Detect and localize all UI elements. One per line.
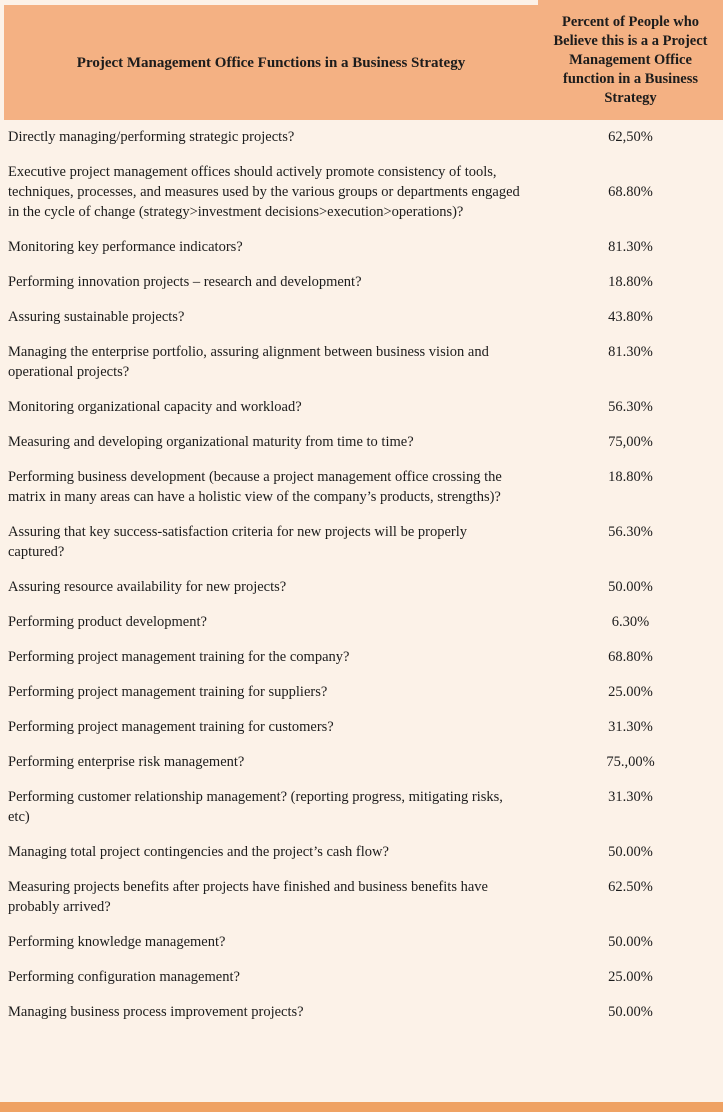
function-cell: Performing project management training f… xyxy=(8,649,350,665)
function-cell: Assuring that key success-satisfaction c… xyxy=(8,524,468,560)
function-cell: Managing total project contingencies and… xyxy=(8,844,389,860)
table-row: Performing project management training f… xyxy=(0,710,723,745)
table-row: Assuring sustainable projects? 43.80% xyxy=(0,300,723,335)
percent-cell: 68.80% xyxy=(608,184,653,200)
function-cell: Performing innovation projects – researc… xyxy=(8,274,362,290)
percent-cell: 25.00% xyxy=(608,684,653,700)
function-cell: Assuring resource availability for new p… xyxy=(8,579,287,595)
percent-cell: 68.80% xyxy=(608,649,653,665)
function-cell: Executive project management offices sho… xyxy=(8,164,520,220)
percent-cell: 56.30% xyxy=(608,524,653,540)
table-row: Managing total project contingencies and… xyxy=(0,835,723,870)
function-cell: Measuring projects benefits after projec… xyxy=(8,879,488,915)
percent-cell: 81.30% xyxy=(608,344,653,360)
percent-cell: 31.30% xyxy=(608,719,653,735)
table-row: Monitoring key performance indicators? 81… xyxy=(0,230,723,265)
table-footer-bar xyxy=(0,1102,723,1112)
table-row: Performing knowledge management? 50.00% xyxy=(0,925,723,960)
percent-cell: 75,00% xyxy=(608,434,653,450)
function-cell: Assuring sustainable projects? xyxy=(8,309,185,325)
percent-cell: 43.80% xyxy=(608,309,653,325)
function-cell: Monitoring organizational capacity and w… xyxy=(8,399,302,415)
function-cell: Performing project management training f… xyxy=(8,719,334,735)
table-body: Directly managing/performing strategic p… xyxy=(0,120,723,1030)
table-row: Assuring that key success-satisfaction c… xyxy=(0,515,723,570)
percent-cell: 62.50% xyxy=(608,879,653,895)
function-cell: Performing project management training f… xyxy=(8,684,328,700)
table-row: Managing the enterprise portfolio, assur… xyxy=(0,335,723,390)
function-cell: Managing business process improvement pr… xyxy=(8,1004,304,1020)
function-cell: Monitoring key performance indicators? xyxy=(8,239,243,255)
function-cell: Performing configuration management? xyxy=(8,969,240,985)
percent-cell: 81.30% xyxy=(608,239,653,255)
table-row: Performing customer relationship managem… xyxy=(0,780,723,835)
table-row: Managing business process improvement pr… xyxy=(0,995,723,1030)
header-cell-percent: Percent of People who Believe this is a … xyxy=(538,0,723,120)
function-cell: Measuring and developing organizational … xyxy=(8,434,414,450)
percent-cell: 50.00% xyxy=(608,934,653,950)
percent-cell: 18.80% xyxy=(608,274,653,290)
function-cell: Performing enterprise risk management? xyxy=(8,754,245,770)
pmo-functions-table: Directly managing/performing strategic p… xyxy=(0,120,723,1030)
function-cell: Performing knowledge management? xyxy=(8,934,226,950)
function-cell: Managing the enterprise portfolio, assur… xyxy=(8,344,489,380)
header-cell-functions: Project Management Office Functions in a… xyxy=(4,5,538,120)
table-row: Performing project management training f… xyxy=(0,640,723,675)
table-header: Project Management Office Functions in a… xyxy=(0,0,723,120)
percent-cell: 75.,00% xyxy=(606,754,655,770)
percent-cell: 6.30% xyxy=(611,614,650,630)
table-row: Performing innovation projects – researc… xyxy=(0,265,723,300)
table-row: Measuring and developing organizational … xyxy=(0,425,723,460)
percent-cell: 50.00% xyxy=(608,579,653,595)
function-cell: Performing customer relationship managem… xyxy=(8,789,503,825)
table-row: Monitoring organizational capacity and w… xyxy=(0,390,723,425)
percent-cell: 56.30% xyxy=(608,399,653,415)
percent-cell: 25.00% xyxy=(608,969,653,985)
table-row: Performing business development (because… xyxy=(0,460,723,515)
function-cell: Performing business development (because… xyxy=(8,469,502,505)
table-row: Performing product development? 6.30% xyxy=(0,605,723,640)
function-cell: Performing product development? xyxy=(8,614,207,630)
table-row: Directly managing/performing strategic p… xyxy=(0,120,723,155)
percent-cell: 50.00% xyxy=(608,1004,653,1020)
table-row: Executive project management offices sho… xyxy=(0,155,723,230)
table-row: Assuring resource availability for new p… xyxy=(0,570,723,605)
percent-cell: 18.80% xyxy=(608,469,653,485)
percent-cell: 50.00% xyxy=(608,844,653,860)
table-row: Performing enterprise risk management? 75… xyxy=(0,745,723,780)
table-row: Measuring projects benefits after projec… xyxy=(0,870,723,925)
function-cell: Directly managing/performing strategic p… xyxy=(8,129,295,145)
table-row: Performing configuration management? 25.0… xyxy=(0,960,723,995)
table-row: Performing project management training f… xyxy=(0,675,723,710)
percent-cell: 31.30% xyxy=(608,789,653,805)
percent-cell: 62,50% xyxy=(608,129,653,145)
